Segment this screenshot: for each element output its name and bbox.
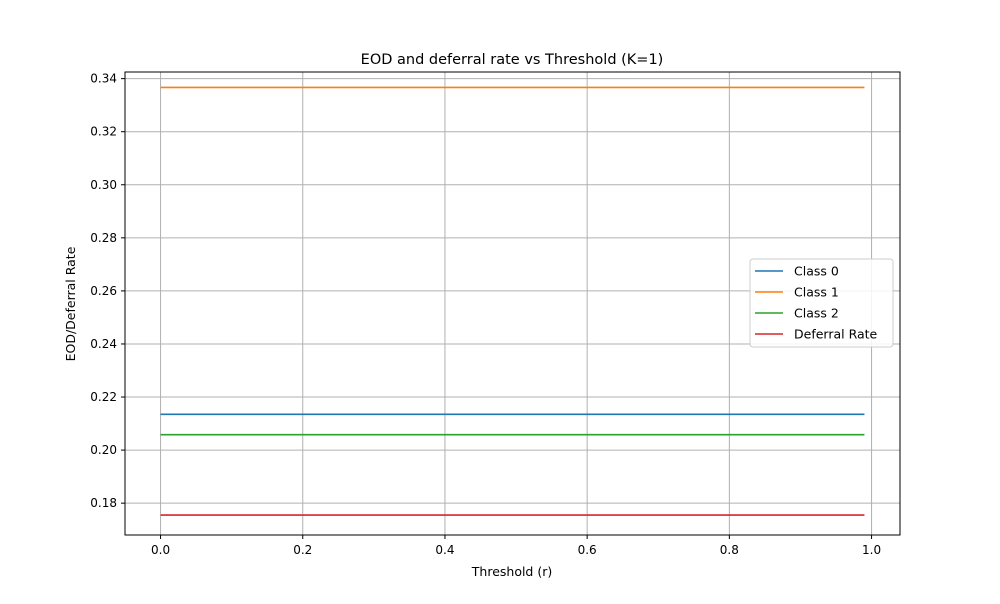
x-tick-label: 0.8 xyxy=(720,543,739,557)
y-tick-label: 0.24 xyxy=(90,337,117,351)
y-tick-label: 0.26 xyxy=(90,284,117,298)
x-tick-label: 0.4 xyxy=(435,543,454,557)
legend-label: Class 0 xyxy=(794,264,839,279)
legend: Class 0 Class 1 Class 2 Deferral Rate xyxy=(749,258,894,348)
y-tick-label: 0.32 xyxy=(90,125,117,139)
plot-area-frame xyxy=(124,71,901,536)
y-axis-label: EOD/Deferral Rate xyxy=(63,246,78,361)
x-axis-label: Threshold (r) xyxy=(471,564,552,579)
y-tick-label: 0.30 xyxy=(90,178,117,192)
legend-box xyxy=(749,258,894,348)
y-tick-label: 0.22 xyxy=(90,390,117,404)
y-tick-label: 0.34 xyxy=(90,72,117,86)
x-tick-label: 0.2 xyxy=(293,543,312,557)
y-tick-label: 0.20 xyxy=(90,443,117,457)
x-tick-label: 0.0 xyxy=(151,543,170,557)
y-tick-label: 0.18 xyxy=(90,496,117,510)
axis-ticks: 0.0 0.2 0.4 0.6 0.8 1.0 0.18 0.20 0.22 0.24 0.26 0.… xyxy=(90,72,881,557)
y-tick-label: 0.28 xyxy=(90,231,117,245)
legend-label: Class 2 xyxy=(794,306,839,321)
x-tick-label: 0.6 xyxy=(578,543,597,557)
x-tick-label: 1.0 xyxy=(862,543,881,557)
legend-label: Deferral Rate xyxy=(794,327,878,342)
legend-label: Class 1 xyxy=(794,285,839,300)
chart-title: EOD and deferral rate vs Threshold (K=1) xyxy=(361,52,664,68)
series-lines xyxy=(160,86,865,516)
